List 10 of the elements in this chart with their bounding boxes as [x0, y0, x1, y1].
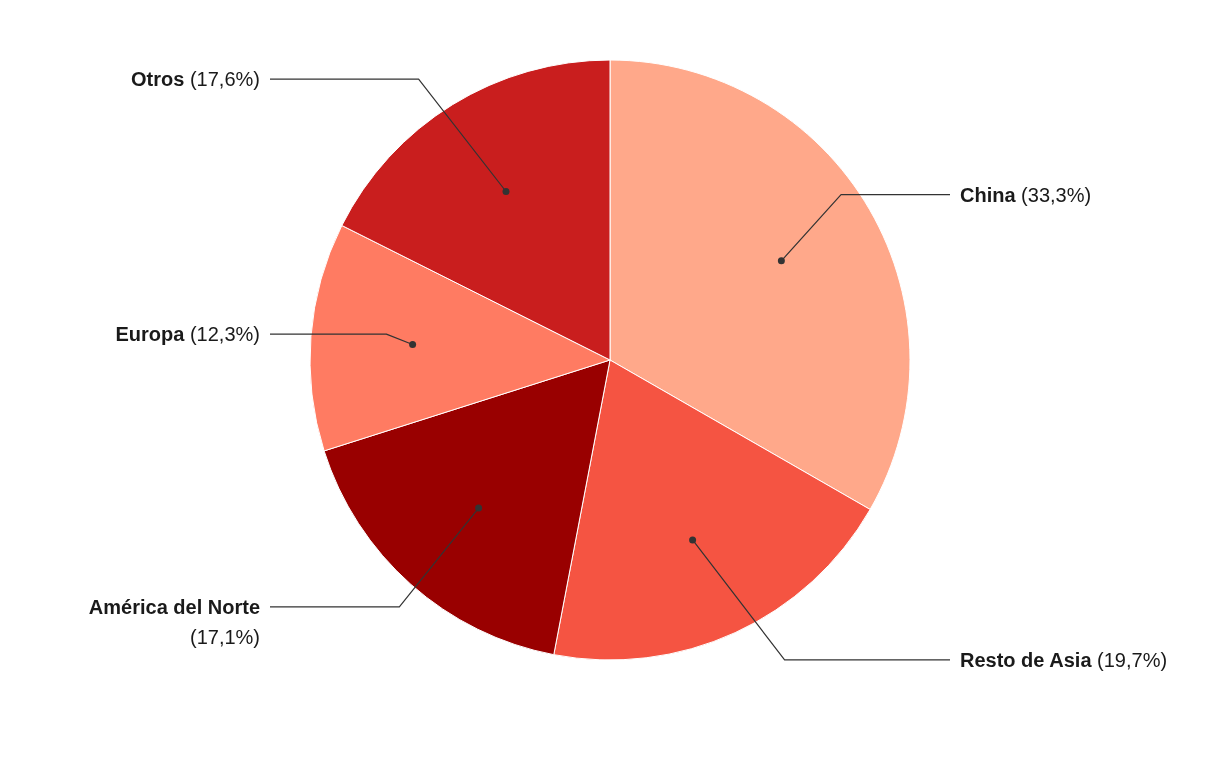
data-label: (19,7%) — [1091, 648, 1168, 671]
data-label: (17,1%) — [189, 625, 260, 648]
data-label: (12,3%) — [184, 323, 260, 346]
slice-label: China — [960, 183, 1017, 206]
data-label: (33,3%) — [1015, 183, 1092, 206]
slice-label: Resto de Asia — [960, 648, 1093, 671]
slice-label: América del Norte — [88, 595, 260, 618]
data-label: (17,6%) — [184, 68, 260, 91]
slice-label: Europa — [115, 323, 186, 346]
slice-label: Otros — [131, 68, 185, 91]
